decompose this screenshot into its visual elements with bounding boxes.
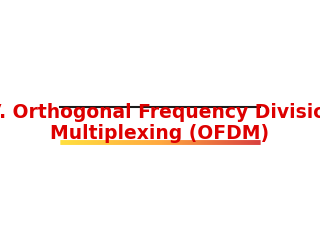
- Text: IV. Orthogonal Frequency Division: IV. Orthogonal Frequency Division: [0, 103, 320, 122]
- Text: Multiplexing (OFDM): Multiplexing (OFDM): [51, 124, 269, 143]
